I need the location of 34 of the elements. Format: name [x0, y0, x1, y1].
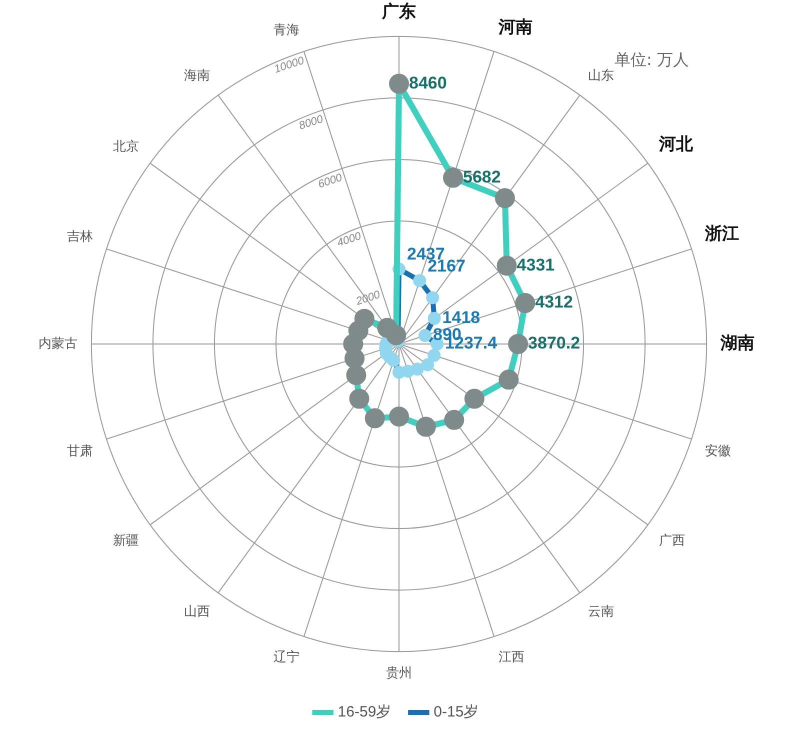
- spoke-label: 内蒙古: [38, 336, 78, 351]
- y-tick-label: 4000: [336, 230, 364, 250]
- y-tick-label: 8000: [298, 113, 326, 132]
- data-label: 8460: [409, 73, 447, 92]
- spoke-label: 河北: [658, 134, 694, 154]
- data-label: 3870.2: [528, 334, 580, 353]
- text: 单位: 万人: [614, 50, 689, 71]
- spoke-label: 江西: [498, 649, 524, 664]
- spoke-label: 云南: [588, 604, 614, 619]
- legend-label: 16-59岁: [338, 704, 392, 721]
- spoke-label: 广西: [659, 532, 686, 548]
- y-tick-label: 10000: [272, 54, 306, 76]
- spoke-label: 广东: [381, 2, 416, 21]
- spoke-label: 海南: [184, 68, 210, 83]
- spoke-label: 甘肃: [67, 442, 94, 458]
- spoke-label: 河南: [497, 18, 532, 37]
- y-tick-label: 6000: [316, 172, 344, 191]
- legend-label: 0-15岁: [434, 704, 479, 721]
- spoke-label: 贵州: [386, 664, 412, 680]
- spoke-label: 湖南: [720, 334, 755, 353]
- spoke-label: 新疆: [112, 532, 139, 548]
- y-tick-label: 2000: [354, 288, 382, 308]
- data-label: 4331: [516, 255, 555, 274]
- spoke-label: 山西: [184, 604, 210, 619]
- spoke-label: 安徽: [704, 442, 731, 458]
- data-label: 4312: [535, 292, 573, 312]
- spoke-label: 吉林: [67, 228, 94, 244]
- data-label: 5682: [463, 167, 501, 186]
- spoke-label: 辽宁: [274, 649, 300, 664]
- spoke-label: 浙江: [704, 224, 739, 244]
- spoke-label: 青海: [274, 22, 300, 37]
- spoke-label: 北京: [112, 138, 139, 154]
- data-label: 1418: [442, 308, 480, 328]
- spoke-label: 山东: [588, 68, 614, 83]
